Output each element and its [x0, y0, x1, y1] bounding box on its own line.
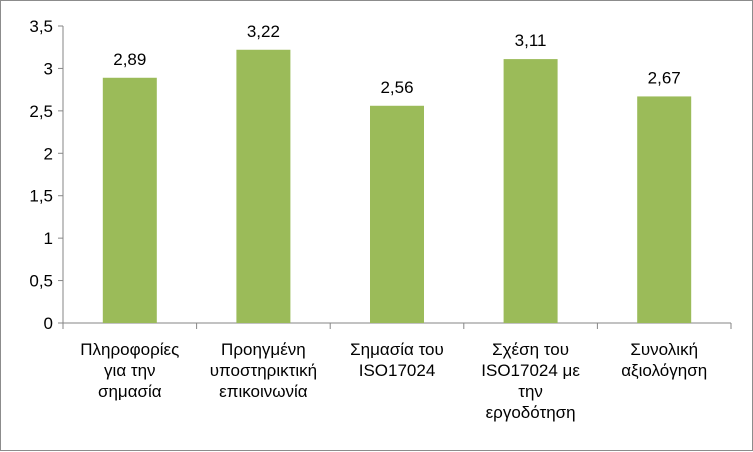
bar	[637, 96, 692, 323]
category-label: Σχέση του ISO17024 με την εργοδότηση	[481, 340, 580, 422]
y-tick-label: 2	[44, 144, 53, 163]
y-tick-label: 0,5	[29, 272, 53, 291]
category-label: Πληροφορίες για την σημασία	[80, 340, 179, 401]
category-label: Σημασία του ISO17024	[350, 340, 444, 380]
data-label: 3,22	[247, 22, 280, 41]
bar	[503, 59, 558, 323]
data-label: 2,67	[648, 68, 681, 87]
data-label: 2,56	[380, 78, 413, 97]
y-tick-label: 1	[44, 229, 53, 248]
bar	[102, 77, 157, 324]
y-tick-label: 1,5	[29, 187, 53, 206]
bar	[370, 105, 424, 323]
y-tick-label: 2,5	[29, 102, 53, 121]
category-labels: Πληροφορίες για την σημασία Προηγμένη υποστη…	[80, 340, 707, 422]
category-label: Προηγμένη υποστηρικτική επικοινωνία	[210, 340, 317, 401]
bar	[236, 49, 291, 323]
y-tick-label: 3,5	[29, 17, 53, 36]
data-label: 3,11	[515, 31, 547, 50]
chart-axes: 0 0,5 1 1,5 2 2,5 3 3,5	[29, 17, 732, 333]
data-labels: 2,89 3,22 2,56 3,11 2,67	[113, 22, 680, 97]
y-tick-label: 3	[44, 59, 53, 78]
y-tick-label: 0	[44, 314, 53, 333]
category-label: Συνολική αξιολόγηση	[621, 340, 707, 380]
bar-series	[102, 49, 692, 324]
data-label: 2,89	[113, 50, 146, 69]
